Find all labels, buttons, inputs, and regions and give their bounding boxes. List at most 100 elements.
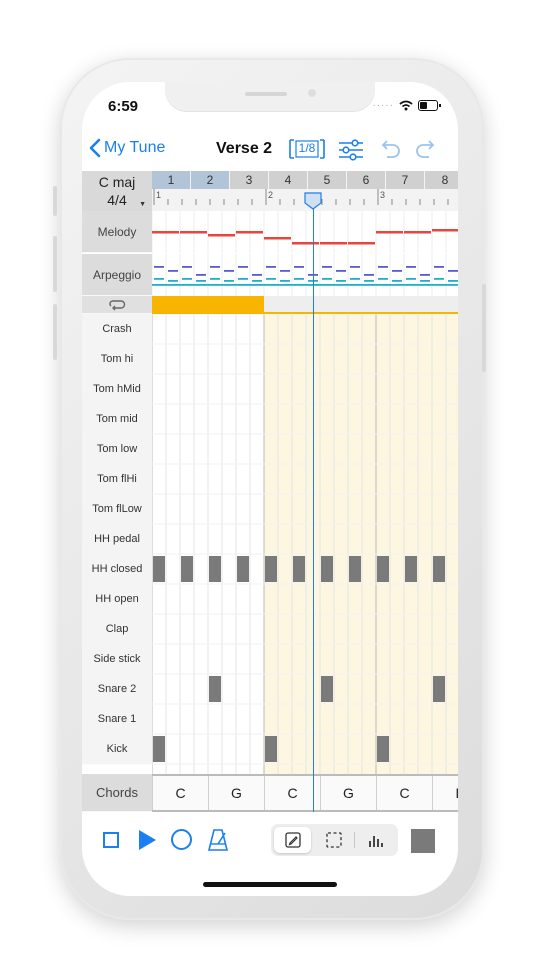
drum-label[interactable]: Kick (82, 734, 152, 765)
arpeggio-note (266, 278, 276, 280)
grid-resolution-button[interactable]: 1/8 (288, 137, 326, 161)
tool-segmented-control (271, 824, 398, 856)
melody-note (432, 229, 458, 232)
chord-cell[interactable]: D (432, 776, 458, 810)
bar-number[interactable]: 2 (191, 171, 230, 189)
chord-cell[interactable]: C (376, 776, 432, 810)
color-swatch-button[interactable] (411, 829, 435, 853)
navigation-bar: My Tune Verse 2 1/8 (82, 134, 458, 168)
arpeggio-note (406, 266, 416, 268)
front-camera (308, 89, 316, 97)
velocity-tool-button[interactable] (357, 827, 394, 853)
speaker (245, 92, 287, 96)
arpeggio-note (294, 278, 304, 280)
drum-label[interactable]: HH closed (82, 554, 152, 585)
drum-label[interactable]: Tom hMid (82, 374, 152, 405)
playing-section (264, 314, 458, 774)
track-label-melody[interactable]: Melody (82, 211, 152, 253)
arpeggio-note (168, 270, 178, 272)
stop-button[interactable] (103, 832, 119, 848)
drum-label[interactable]: Tom flHi (82, 464, 152, 495)
arpeggio-note (322, 266, 332, 268)
drum-label[interactable]: Snare 2 (82, 674, 152, 705)
drum-step (265, 556, 277, 582)
grid-bracket-icon (289, 139, 325, 159)
arpeggio-note (182, 278, 192, 280)
side-button (53, 236, 57, 292)
chord-cell[interactable]: C (264, 776, 320, 810)
arpeggio-note (420, 280, 430, 282)
melody-note (292, 242, 319, 245)
drum-label[interactable]: HH pedal (82, 524, 152, 555)
drum-label[interactable]: HH open (82, 584, 152, 615)
bottom-toolbar (82, 816, 458, 866)
screen: 6:59 ····· My Tune Verse 2 1/8 (82, 82, 458, 896)
loop-toggle[interactable] (82, 296, 152, 314)
playhead-handle[interactable] (304, 192, 322, 210)
arpeggio-note (154, 266, 164, 268)
arpeggio-note (196, 280, 206, 282)
drum-step (433, 556, 445, 582)
play-button[interactable] (137, 829, 157, 851)
select-tool-button[interactable] (315, 827, 352, 853)
chord-cell[interactable]: G (208, 776, 264, 810)
bar-number[interactable]: 3 (230, 171, 269, 189)
drum-label[interactable]: Crash (82, 314, 152, 345)
loop-bar[interactable] (152, 296, 264, 314)
bar-number[interactable]: 5 (308, 171, 347, 189)
loop-icon (109, 300, 126, 311)
mixer-icon[interactable] (338, 139, 364, 161)
drum-label[interactable]: Snare 1 (82, 704, 152, 735)
battery-icon (418, 100, 441, 111)
metronome-icon[interactable] (206, 828, 230, 852)
notch (165, 82, 375, 112)
drum-label[interactable]: Side stick (82, 644, 152, 675)
drum-label[interactable]: Tom low (82, 434, 152, 465)
pencil-tool-button[interactable] (274, 827, 311, 853)
arpeggio-lane[interactable] (151, 254, 458, 296)
melody-lane[interactable] (151, 211, 458, 253)
track-label-arpeggio[interactable]: Arpeggio (82, 254, 152, 296)
arpeggio-note (224, 280, 234, 282)
arpeggio-note (378, 278, 388, 280)
bar-number[interactable]: 4 (269, 171, 308, 189)
key-label: C maj (98, 174, 136, 190)
bar-number[interactable]: 8 (425, 171, 458, 189)
arpeggio-note (182, 266, 192, 268)
bar-number[interactable]: 7 (386, 171, 425, 189)
drum-step (153, 736, 165, 762)
arpeggio-note (154, 278, 164, 280)
drum-step (293, 556, 305, 582)
side-button (53, 304, 57, 360)
undo-icon[interactable] (379, 139, 401, 161)
back-button[interactable]: My Tune (88, 138, 165, 158)
melody-note (152, 231, 179, 234)
drum-step (181, 556, 193, 582)
arpeggio-note (434, 266, 444, 268)
section-title: Verse 2 (216, 140, 273, 157)
key-signature-button[interactable]: C maj 4/4 ▼ (82, 171, 152, 211)
bar-number[interactable]: 6 (347, 171, 386, 189)
chord-cell[interactable]: G (320, 776, 376, 810)
arpeggio-note (266, 266, 276, 268)
drum-grid[interactable] (152, 314, 458, 774)
chord-cell[interactable]: C (152, 776, 208, 810)
arpeggio-note (364, 280, 374, 282)
arpeggio-note (350, 278, 360, 280)
playhead[interactable] (313, 194, 314, 812)
drum-label[interactable]: Tom hi (82, 344, 152, 375)
arpeggio-note (152, 284, 458, 286)
redo-icon[interactable] (415, 139, 437, 161)
drum-step (349, 556, 361, 582)
record-button[interactable] (171, 829, 192, 850)
arpeggio-note (196, 274, 206, 276)
drum-label[interactable]: Tom mid (82, 404, 152, 435)
melody-note (320, 242, 347, 245)
arpeggio-note (238, 278, 248, 280)
chords-row[interactable]: CGCGCD (152, 774, 458, 812)
bar-number[interactable]: 1 (152, 171, 191, 189)
drum-label[interactable]: Tom flLow (82, 494, 152, 525)
loop-region[interactable] (152, 296, 458, 314)
drum-label[interactable]: Clap (82, 614, 152, 645)
